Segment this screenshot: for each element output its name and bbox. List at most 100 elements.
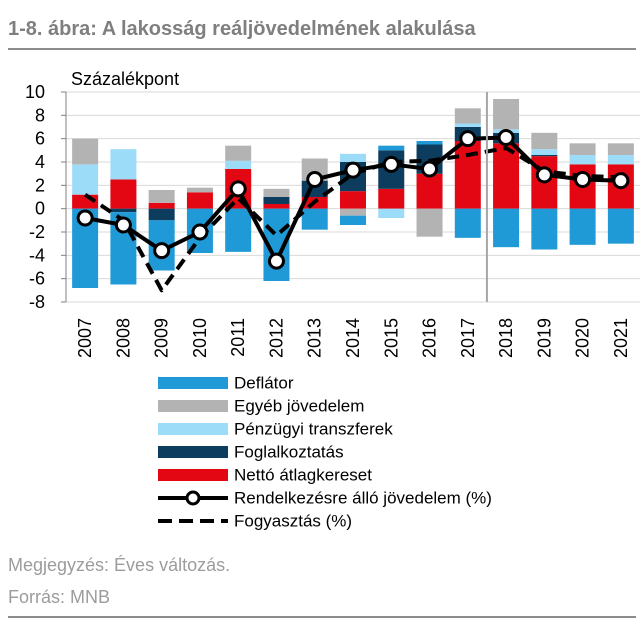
legend-item-fogyasztas: Fogyasztás (%): [158, 512, 352, 531]
legend: Deflátor Egyéb jövedelem Pénzügyi transzfe…: [158, 374, 492, 531]
legend-swatch: [158, 469, 228, 481]
legend-item-deflator: Deflátor: [158, 374, 294, 393]
x-tick-label: 2012: [266, 318, 286, 358]
chart-note: Megjegyzés: Éves változás.: [8, 555, 231, 575]
bar-deflator-2014: [340, 215, 366, 225]
bar-netto-atlagkereset-2009: [148, 202, 175, 209]
line-layer: [76, 129, 630, 293]
legend-item-egyeb-jovedelem: Egyéb jövedelem: [158, 397, 364, 416]
bar-netto-atlagkereset-2016: [416, 173, 443, 209]
x-tick-label: 2020: [573, 318, 593, 358]
point-rendelkezesre-allo-jovedelem-2008: [114, 216, 132, 234]
bar-penzugyi-transzferek-2014: [340, 153, 366, 162]
point-rendelkezesre-allo-jovedelem-2017: [459, 130, 477, 148]
legend-label: Rendelkezésre álló jövedelem (%): [234, 489, 492, 508]
bar-egyeb-jovedelem-2014: [340, 208, 366, 216]
bar-deflator-2017: [454, 208, 481, 238]
x-tick-label: 2010: [190, 318, 210, 358]
point-rendelkezesre-allo-jovedelem-2016: [421, 160, 439, 178]
x-tick-label: 2008: [113, 318, 133, 358]
y-tick-label: -2: [29, 222, 45, 242]
chart-title: 1-8. ábra: A lakosság reáljövedelmének a…: [8, 18, 476, 40]
bar-egyeb-jovedelem-2016: [416, 208, 443, 237]
point-rendelkezesre-allo-jovedelem-2020: [574, 171, 592, 188]
legend-label: Egyéb jövedelem: [234, 397, 364, 416]
x-tick-label: 2015: [381, 318, 401, 358]
point-rendelkezesre-allo-jovedelem-2010: [191, 223, 209, 241]
bar-egyeb-jovedelem-2018: [493, 99, 520, 130]
point-rendelkezesre-allo-jovedelem-2018: [497, 129, 515, 146]
bar-penzugyi-transzferek-2015: [378, 208, 405, 218]
legend-item-rendelkezesre-allo-jovedelem: Rendelkezésre álló jövedelem (%): [158, 489, 492, 508]
point-rendelkezesre-allo-jovedelem-2014: [344, 161, 362, 179]
legend-label: Nettó átlagkereset: [234, 466, 372, 485]
y-tick-label: 6: [35, 129, 45, 149]
chart-source: Forrás: MNB: [8, 587, 111, 607]
legend-label: Foglalkoztatás: [234, 443, 344, 462]
bar-deflator-2018: [493, 208, 520, 248]
bar-deflator-2016: [416, 141, 443, 145]
bar-foglalkoztatas-2012: [263, 197, 290, 204]
y-tick-label: 4: [35, 152, 45, 172]
x-tick-label: 2021: [611, 318, 631, 358]
bar-netto-atlagkereset-2012: [263, 204, 290, 209]
point-rendelkezesre-allo-jovedelem-2015: [382, 155, 400, 173]
bar-deflator-2015: [378, 145, 405, 151]
point-rendelkezesre-allo-jovedelem-2021: [612, 172, 630, 190]
bar-deflator-2011: [225, 208, 252, 252]
bar-penzugyi-transzferek-2021: [607, 155, 634, 165]
bar-netto-atlagkereset-2010: [186, 192, 213, 209]
bar-egyeb-jovedelem-2019: [531, 132, 558, 150]
bar-foglalkoztatas-2009: [148, 208, 175, 221]
x-tick-label: 2016: [420, 318, 440, 358]
legend-label: Pénzügyi transzferek: [234, 420, 393, 439]
legend-swatch: [158, 423, 228, 435]
bar-egyeb-jovedelem-2020: [569, 143, 596, 155]
x-tick-label: 2019: [534, 318, 554, 358]
point-rendelkezesre-allo-jovedelem-2007: [76, 209, 94, 227]
bar-egyeb-jovedelem-2017: [454, 108, 481, 124]
title-divider: [8, 48, 636, 50]
point-rendelkezesre-allo-jovedelem-2019: [535, 166, 553, 184]
bar-penzugyi-transzferek-2008: [110, 149, 137, 180]
y-axis-label: Százalékpont: [71, 69, 179, 89]
bar-foglalkoztatas-2008: [110, 208, 137, 213]
y-tick-label: 2: [35, 175, 45, 195]
point-rendelkezesre-allo-jovedelem-2011: [229, 180, 247, 198]
bar-penzugyi-transzferek-2017: [454, 123, 481, 127]
point-rendelkezesre-allo-jovedelem-2013: [306, 171, 324, 188]
bar-egyeb-jovedelem-2021: [607, 143, 634, 155]
point-rendelkezesre-allo-jovedelem-2012: [267, 252, 285, 270]
point-rendelkezesre-allo-jovedelem-2009: [153, 242, 171, 260]
x-tick-label: 2017: [458, 318, 478, 358]
legend-swatch: [158, 446, 228, 458]
x-tick-label: 2009: [152, 318, 172, 358]
bar-deflator-2019: [531, 208, 558, 250]
legend-item-penzugyi-transzferek: Pénzügyi transzferek: [158, 420, 393, 439]
legend-swatch: [158, 377, 228, 389]
y-tick-label: 0: [35, 199, 45, 219]
y-tick-label: 8: [35, 105, 45, 125]
bar-netto-atlagkereset-2008: [110, 179, 137, 209]
x-tick-label: 2007: [75, 318, 95, 358]
bar-netto-atlagkereset-2018: [493, 143, 520, 209]
bar-penzugyi-transzferek-2011: [225, 160, 252, 169]
legend-item-netto-atlagkereset: Nettó átlagkereset: [158, 466, 372, 485]
x-tick-label: 2018: [496, 318, 516, 358]
bar-penzugyi-transzferek-2020: [569, 155, 596, 165]
y-tick-label: 10: [25, 82, 45, 102]
axis-layer: 10 8 6 4 2 0 -2 -4 -6 -8 Százalékpont 2007 2008 2009 2…: [25, 69, 631, 358]
bar-egyeb-jovedelem-2010: [186, 187, 213, 193]
bar-egyeb-jovedelem-2012: [263, 188, 290, 197]
bar-netto-atlagkereset-2014: [340, 191, 366, 209]
x-tick-label: 2013: [305, 318, 325, 358]
bar-deflator-2013: [301, 208, 328, 230]
bar-deflator-2021: [607, 208, 634, 244]
bar-egyeb-jovedelem-2007: [72, 138, 99, 165]
legend-item-foglalkoztatas: Foglalkoztatás: [158, 443, 344, 462]
x-tick-label: 2011: [228, 318, 248, 357]
y-tick-label: -8: [29, 292, 45, 312]
legend-label: Fogyasztás (%): [234, 512, 352, 531]
bar-deflator-2020: [569, 208, 596, 245]
bar-egyeb-jovedelem-2009: [148, 190, 175, 203]
